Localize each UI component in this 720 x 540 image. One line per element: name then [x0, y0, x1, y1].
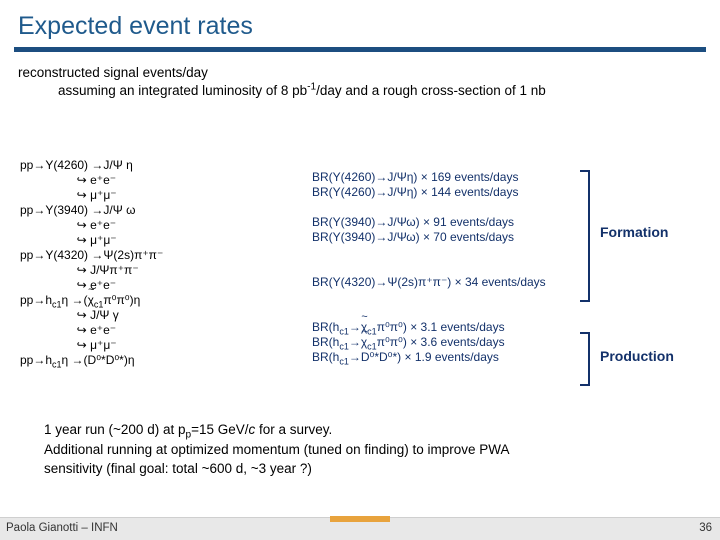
- concl-line: 1 year run (~200 d) at pp=15 GeV/c for a…: [44, 420, 684, 440]
- decay-line: ↪ μ⁺μ⁻: [20, 338, 163, 353]
- decay-line: ↪ J/Ψπ⁺π⁻: [20, 263, 163, 278]
- br-line: BR(Y(4260)→J/Ψη) × 144 events/days: [312, 185, 546, 200]
- footer-bar: Paola Gianotti – INFN 36: [0, 517, 720, 540]
- txt: for a survey.: [255, 422, 332, 437]
- decay-line: pp→hc1η →(D⁰*D⁰*)η: [20, 353, 163, 368]
- br-line: BR(Y(4320)→Ψ(2s)π⁺π⁻) × 34 events/days: [312, 275, 546, 290]
- br-line: BR(hc1→D⁰*D⁰*) × 1.9 events/days: [312, 350, 546, 365]
- intro-block: reconstructed signal events/day assuming…: [0, 52, 720, 100]
- intro-line-2: assuming an integrated luminosity of 8 p…: [18, 82, 720, 100]
- bracket-formation: [580, 170, 590, 302]
- decay-line: ↪ e⁺e⁻: [20, 323, 163, 338]
- br-line: BR(Y(4260)→J/Ψη) × 169 events/days: [312, 170, 546, 185]
- intro-sup: -1: [307, 82, 316, 93]
- decay-line: ↪ μ⁺μ⁻: [20, 233, 163, 248]
- sub: c1: [339, 356, 349, 366]
- intro-2a: assuming an integrated luminosity of 8 p…: [58, 83, 307, 98]
- chi-tilde: χ: [88, 293, 94, 307]
- txt: BR(h: [312, 320, 339, 334]
- txt: 1 year run (~200 d) at p: [44, 422, 185, 437]
- txt: π⁰π⁰) × 3.1 events/days: [377, 320, 505, 334]
- branching-ratio-column: BR(Y(4260)→J/Ψη) × 169 events/days BR(Y(…: [312, 170, 546, 365]
- txt: π⁰π⁰)η: [103, 293, 140, 307]
- chi-tilde: χ: [361, 335, 367, 349]
- footer-page-number: 36: [699, 522, 712, 534]
- decay-line: pp→Y(4260) →J/Ψ η: [20, 158, 163, 173]
- decay-line: ↪ J/Ψ γ: [20, 308, 163, 323]
- txt: BR(h: [312, 335, 339, 349]
- page-title: Expected event rates: [0, 0, 720, 47]
- conclusion-block: 1 year run (~200 d) at pp=15 GeV/c for a…: [44, 420, 684, 479]
- decay-line: pp→Y(3940) →J/Ψ ω: [20, 203, 163, 218]
- decay-line: pp→Y(4320) →Ψ(2s)π⁺π⁻: [20, 248, 163, 263]
- txt: →D⁰*D⁰*) × 1.9 events/days: [349, 350, 499, 364]
- br-line: BR(Y(3940)→J/Ψω) × 70 events/days: [312, 230, 546, 245]
- txt: BR(h: [312, 350, 339, 364]
- decay-line: ↪ e⁺e⁻: [20, 218, 163, 233]
- br-line: BR(hc1→χc1π⁰π⁰) × 3.6 events/days: [312, 335, 546, 350]
- decay-line: ↪ μ⁺μ⁻: [20, 188, 163, 203]
- txt: pp→h: [20, 293, 52, 307]
- decay-line: ↪ e⁺e⁻: [20, 173, 163, 188]
- br-line: BR(hc1→χc1π⁰π⁰) × 3.1 events/days: [312, 320, 546, 335]
- txt: η →(D⁰*D⁰*)η: [62, 353, 135, 367]
- txt: =15 GeV/: [191, 422, 248, 437]
- footer-accent: [330, 516, 390, 522]
- bracket-production: [580, 332, 590, 386]
- label-formation: Formation: [600, 224, 668, 240]
- txt: η →(: [62, 293, 88, 307]
- concl-line: sensitivity (final goal: total ~600 d, ~…: [44, 459, 684, 479]
- txt: pp→h: [20, 353, 52, 367]
- decay-line: pp→hc1η →(χc1π⁰π⁰)η: [20, 293, 163, 308]
- txt: π⁰π⁰) × 3.6 events/days: [377, 335, 505, 349]
- intro-line-1: reconstructed signal events/day: [18, 64, 720, 82]
- footer-author: Paola Gianotti – INFN: [6, 522, 118, 534]
- decay-column: pp→Y(4260) →J/Ψ η ↪ e⁺e⁻ ↪ μ⁺μ⁻ pp→Y(394…: [20, 158, 163, 368]
- concl-line: Additional running at optimized momentum…: [44, 440, 684, 460]
- intro-2b: /day and a rough cross-section of 1 nb: [316, 83, 546, 98]
- sub: c1: [52, 359, 62, 369]
- label-production: Production: [600, 348, 674, 364]
- br-line: BR(Y(3940)→J/Ψω) × 91 events/days: [312, 215, 546, 230]
